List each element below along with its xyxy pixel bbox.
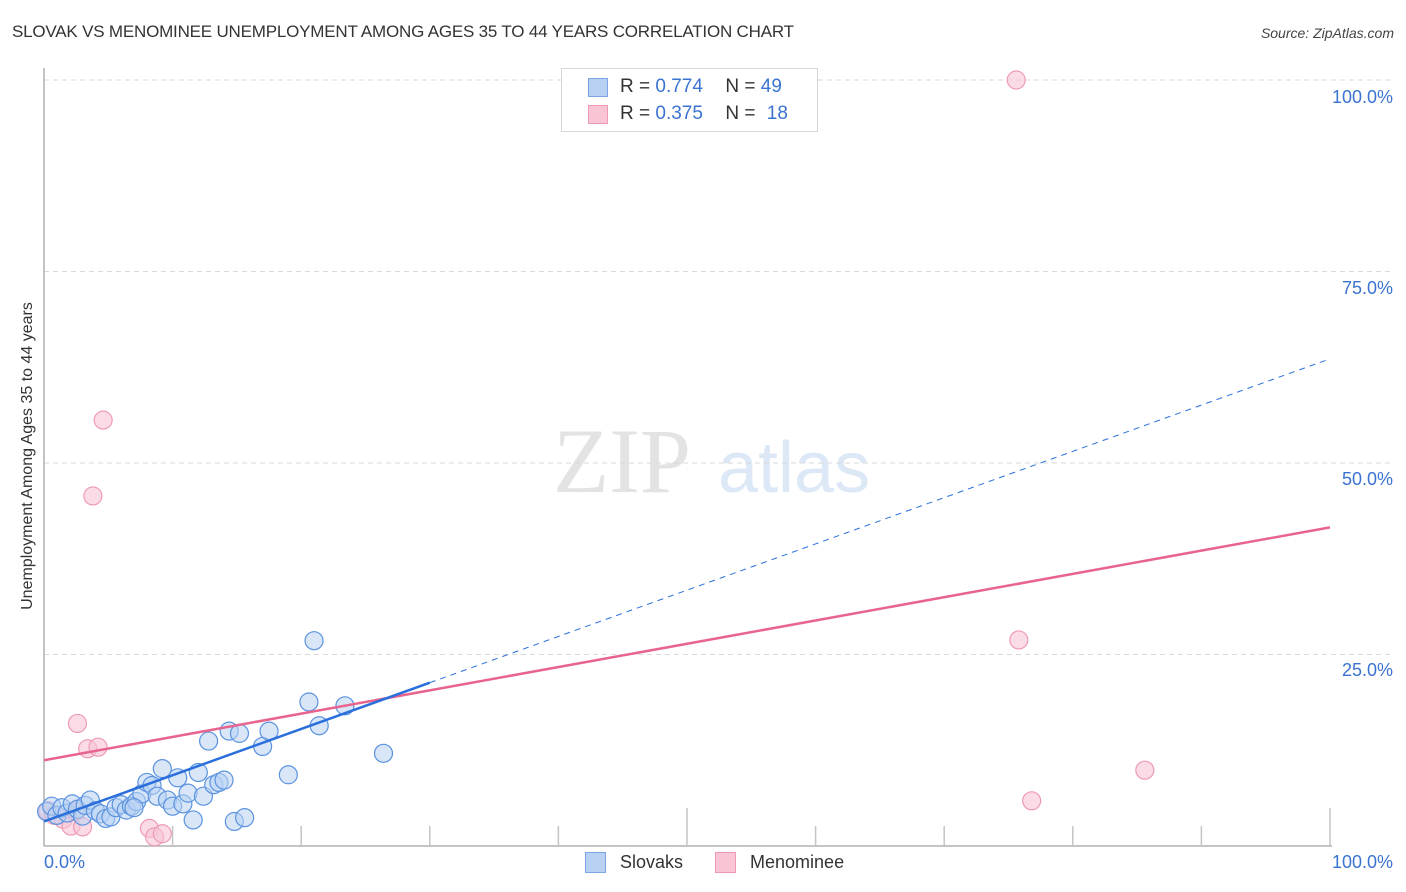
r-value: 0.375 (655, 103, 703, 124)
n-label: N = (725, 76, 756, 97)
source-label: Source: ZipAtlas.com (1260, 25, 1394, 41)
axes (43, 68, 1332, 847)
menominee-swatch-icon (588, 104, 608, 124)
x-tick-100: 100.0% (1331, 852, 1393, 872)
n-value: 49 (760, 76, 782, 97)
slovaks-points (36, 631, 394, 832)
chart-title: SLOVAK VS MENOMINEE UNEMPLOYMENT AMONG A… (12, 22, 794, 41)
r-value: 0.774 (655, 76, 703, 97)
y-tick-25: 25.0% (1341, 660, 1393, 680)
legend-item-menominee: Menominee (715, 852, 844, 873)
gridlines (44, 79, 1394, 655)
slovaks-swatch-icon (585, 852, 606, 873)
stats-legend: R = 0.774 N = 49 R = 0.375 N = 18 (561, 68, 818, 132)
legend-row-menominee: R = 0.375 N = 18 (588, 102, 788, 126)
n-value: 18 (766, 103, 788, 124)
y-tick-75: 75.0% (1341, 278, 1393, 298)
y-tick-50: 50.0% (1341, 469, 1393, 489)
legend-row-slovaks: R = 0.774 N = 49 (588, 75, 782, 99)
series-legend: Slovaks Menominee (585, 852, 876, 873)
trendlines (43, 358, 1331, 823)
legend-label-slovaks: Slovaks (620, 852, 684, 872)
menominee-swatch-icon (715, 852, 737, 873)
watermark: ZIP atlas (553, 410, 870, 512)
svg-text:ZIP: ZIP (553, 410, 691, 512)
n-label: N = (725, 103, 756, 124)
slovaks-swatch-icon (588, 77, 608, 97)
y-axis-label: Unemployment Among Ages 35 to 44 years (19, 302, 36, 610)
legend-label-menominee: Menominee (750, 852, 845, 872)
r-label: R = (620, 103, 651, 124)
x-tick-0: 0.0% (44, 852, 86, 872)
legend-item-slovaks: Slovaks (585, 852, 683, 873)
svg-text:atlas: atlas (718, 428, 870, 508)
y-tick-100: 100.0% (1331, 87, 1393, 107)
r-label: R = (620, 76, 651, 97)
